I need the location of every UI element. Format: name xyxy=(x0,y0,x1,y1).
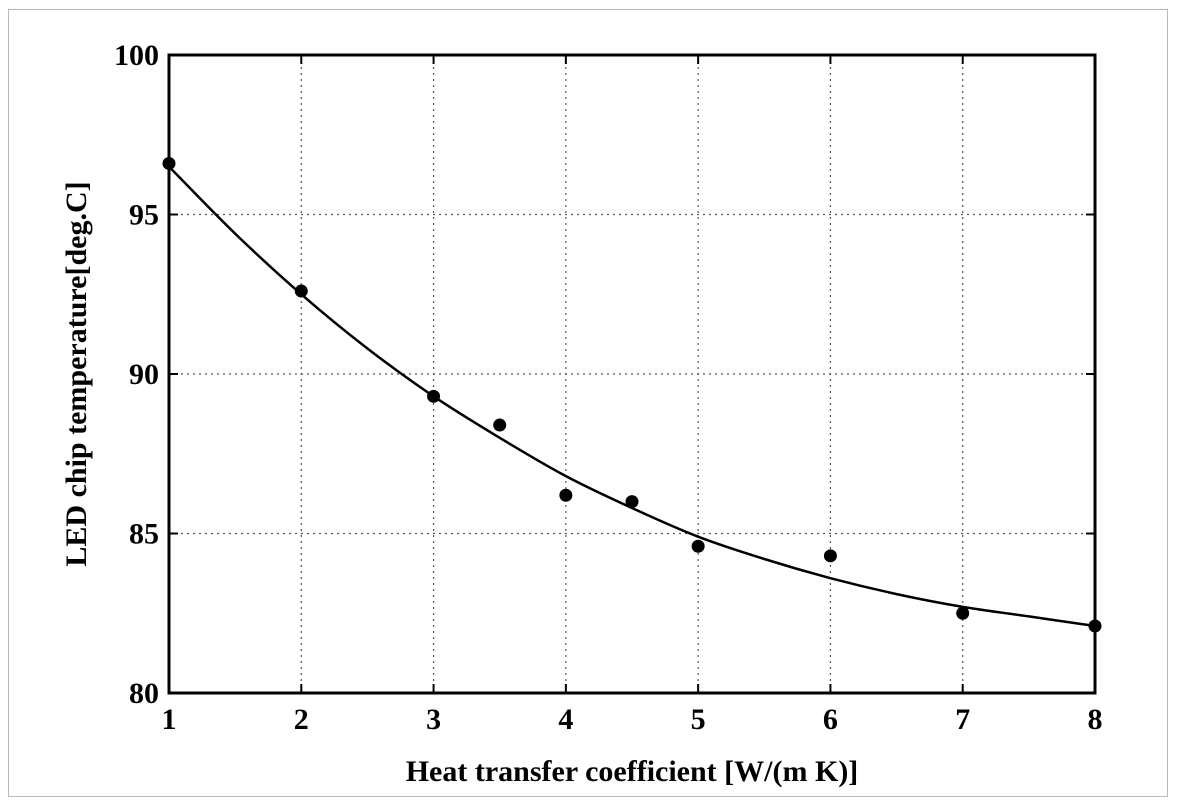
x-tick-label: 1 xyxy=(162,703,177,736)
y-tick-label: 100 xyxy=(114,39,159,72)
data-point xyxy=(956,606,970,620)
x-tick-labels: 1 2 3 4 5 6 7 8 xyxy=(162,703,1103,736)
x-axis-label: Heat transfer coefficient [W/(m K)] xyxy=(406,755,859,788)
fit-curve xyxy=(168,165,1096,628)
x-tick-label: 7 xyxy=(955,703,970,736)
data-point xyxy=(823,549,837,563)
data-points-layer xyxy=(162,156,1102,633)
data-point xyxy=(691,539,705,553)
y-tick-labels: 80 85 90 95 100 xyxy=(114,39,159,710)
y-tick-label: 85 xyxy=(129,518,159,551)
axis-ticks xyxy=(168,54,1096,694)
y-tick-label: 80 xyxy=(129,677,159,710)
fit-curve-layer xyxy=(168,165,1096,628)
data-point xyxy=(294,284,308,298)
y-tick-label: 95 xyxy=(129,199,159,232)
x-tick-label: 6 xyxy=(823,703,838,736)
data-point xyxy=(625,495,639,509)
x-tick-label: 3 xyxy=(426,703,441,736)
x-tick-label: 8 xyxy=(1088,703,1103,736)
figure-frame xyxy=(8,9,1168,797)
data-point xyxy=(493,418,507,432)
x-tick-label: 5 xyxy=(691,703,706,736)
x-tick-label: 2 xyxy=(294,703,309,736)
y-axis-label: LED chip temperature[deg.C] xyxy=(60,181,93,566)
data-point xyxy=(427,389,441,403)
y-tick-label: 90 xyxy=(129,358,159,391)
data-point xyxy=(559,488,573,502)
grid xyxy=(169,55,1095,693)
x-tick-label: 4 xyxy=(558,703,573,736)
